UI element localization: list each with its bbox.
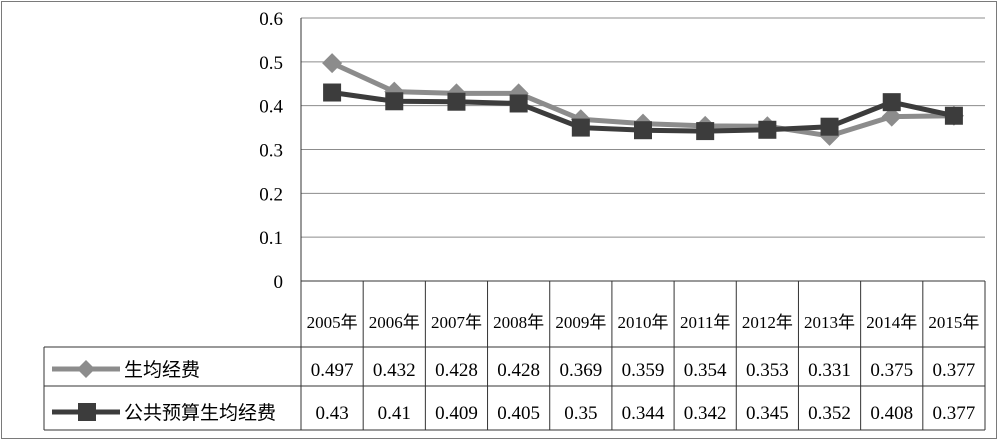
y-tick-label: 0 (274, 272, 284, 293)
x-tick-label: 2011年 (680, 313, 730, 332)
data-point-square (634, 121, 652, 140)
data-point-diamond (322, 53, 343, 74)
data-table-value: 0.353 (746, 360, 789, 381)
x-tick-label: 2007年 (431, 313, 482, 332)
data-point-square (571, 118, 590, 137)
data-point-square (447, 92, 466, 111)
data-table-value: 0.331 (808, 360, 851, 381)
y-tick-label: 0.2 (259, 184, 283, 205)
data-table-value: 0.409 (435, 403, 478, 424)
data-table-value: 0.344 (622, 403, 665, 424)
data-point-square (509, 94, 528, 113)
legend-label: 生均经费 (124, 359, 200, 381)
data-table-value: 0.377 (933, 403, 976, 424)
data-point-square (385, 92, 404, 111)
data-point-square (758, 120, 777, 139)
data-table-value: 0.377 (933, 360, 976, 381)
legend-marker-square (78, 403, 96, 421)
data-point-square (944, 106, 963, 125)
data-table-value: 0.428 (435, 360, 478, 381)
data-table-value: 0.345 (746, 403, 789, 424)
data-table-value: 0.43 (315, 403, 348, 424)
data-table-value: 0.428 (497, 360, 540, 381)
data-point-diamond (881, 106, 902, 127)
y-tick-label: 0.4 (259, 97, 283, 118)
x-tick-label: 2012年 (742, 313, 793, 332)
y-tick-label: 0.3 (259, 141, 283, 162)
data-table-value: 0.497 (311, 360, 354, 381)
data-table-value: 0.375 (870, 360, 913, 381)
data-table-value: 0.41 (378, 403, 411, 424)
y-tick-label: 0.6 (259, 9, 283, 30)
data-table-value: 0.408 (870, 403, 913, 424)
x-tick-label: 2010年 (618, 313, 669, 332)
data-table-value: 0.35 (564, 403, 597, 424)
data-point-square (323, 83, 342, 102)
x-tick-label: 2015年 (928, 313, 979, 332)
legend-label: 公共预算生均经费 (124, 402, 276, 424)
data-point-square (882, 93, 901, 112)
data-table-value: 0.342 (684, 403, 727, 424)
data-point-square (696, 122, 715, 141)
data-table-value: 0.432 (373, 360, 416, 381)
data-table-value: 0.405 (497, 403, 540, 424)
x-tick-label: 2006年 (369, 313, 420, 332)
y-tick-label: 0.5 (259, 53, 283, 74)
x-tick-label: 2009年 (555, 313, 606, 332)
data-table-value: 0.369 (559, 360, 602, 381)
x-tick-label: 2005年 (307, 313, 358, 332)
y-tick-label: 0.1 (259, 228, 283, 249)
data-table-value: 0.354 (684, 360, 727, 381)
legend-marker-diamond (77, 360, 95, 378)
x-tick-label: 2008年 (493, 313, 544, 332)
data-table-value: 0.352 (808, 403, 851, 424)
data-table-value: 0.359 (622, 360, 665, 381)
data-point-square (820, 117, 839, 136)
x-tick-label: 2014年 (866, 313, 917, 332)
x-tick-label: 2013年 (804, 313, 855, 332)
